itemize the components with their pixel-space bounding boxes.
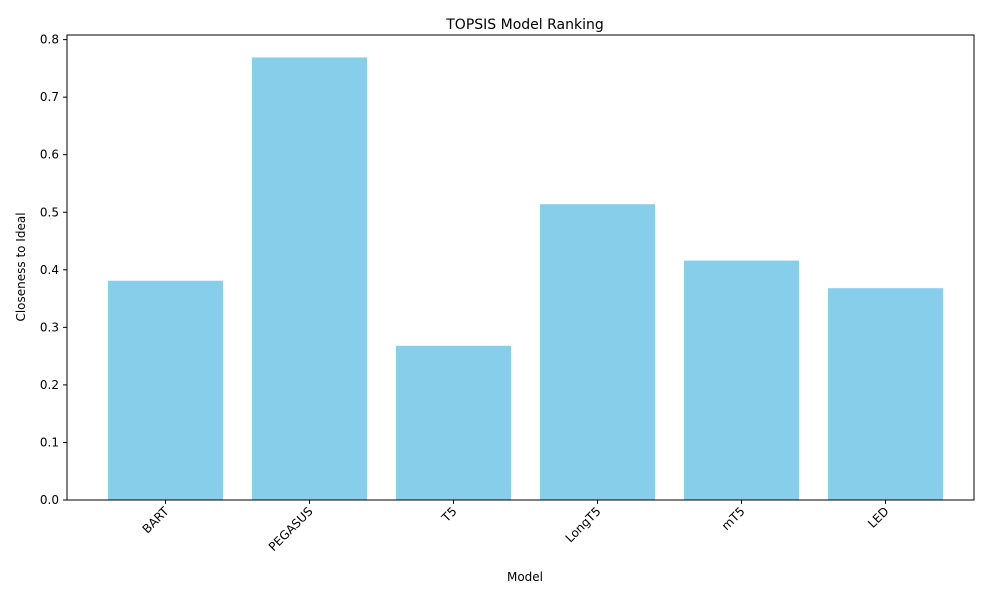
bar-mt5 [684,260,799,500]
plot-frame [66,34,975,501]
bars-group [108,57,943,500]
y-tick-label: 0.2 [40,378,59,392]
x-tick-label: LED [865,504,892,531]
bar-pegasus [252,57,367,500]
x-tick-label: mT5 [719,504,748,533]
bar-longt5 [540,204,655,500]
y-axis-label: Closeness to Ideal [14,212,28,321]
chart-title: TOPSIS Model Ranking [445,17,603,33]
x-axis-label: Model [507,570,543,584]
y-tick-label: 0.4 [40,263,59,277]
bar-bart [108,280,223,500]
x-tick-label: BART [140,504,172,536]
y-tick-label: 0.5 [40,205,59,219]
bar-led [828,288,943,500]
y-tick-label: 0.7 [40,90,59,104]
x-tick-label: LongT5 [563,504,604,545]
y-axis: 0.0 0.1 0.2 0.3 0.4 0.5 0.6 0.7 0.8 [40,33,67,507]
x-tick-label: PEGASUS [266,504,316,554]
x-tick-label: T5 [438,504,459,525]
y-tick-label: 0.0 [40,493,59,507]
x-axis: BART PEGASUS T5 LongT5 mT5 LED [140,500,892,554]
y-tick-label: 0.1 [40,435,59,449]
bar-t5 [396,345,511,500]
y-tick-label: 0.6 [40,148,59,162]
y-tick-label: 0.8 [40,33,59,47]
y-tick-label: 0.3 [40,320,59,334]
